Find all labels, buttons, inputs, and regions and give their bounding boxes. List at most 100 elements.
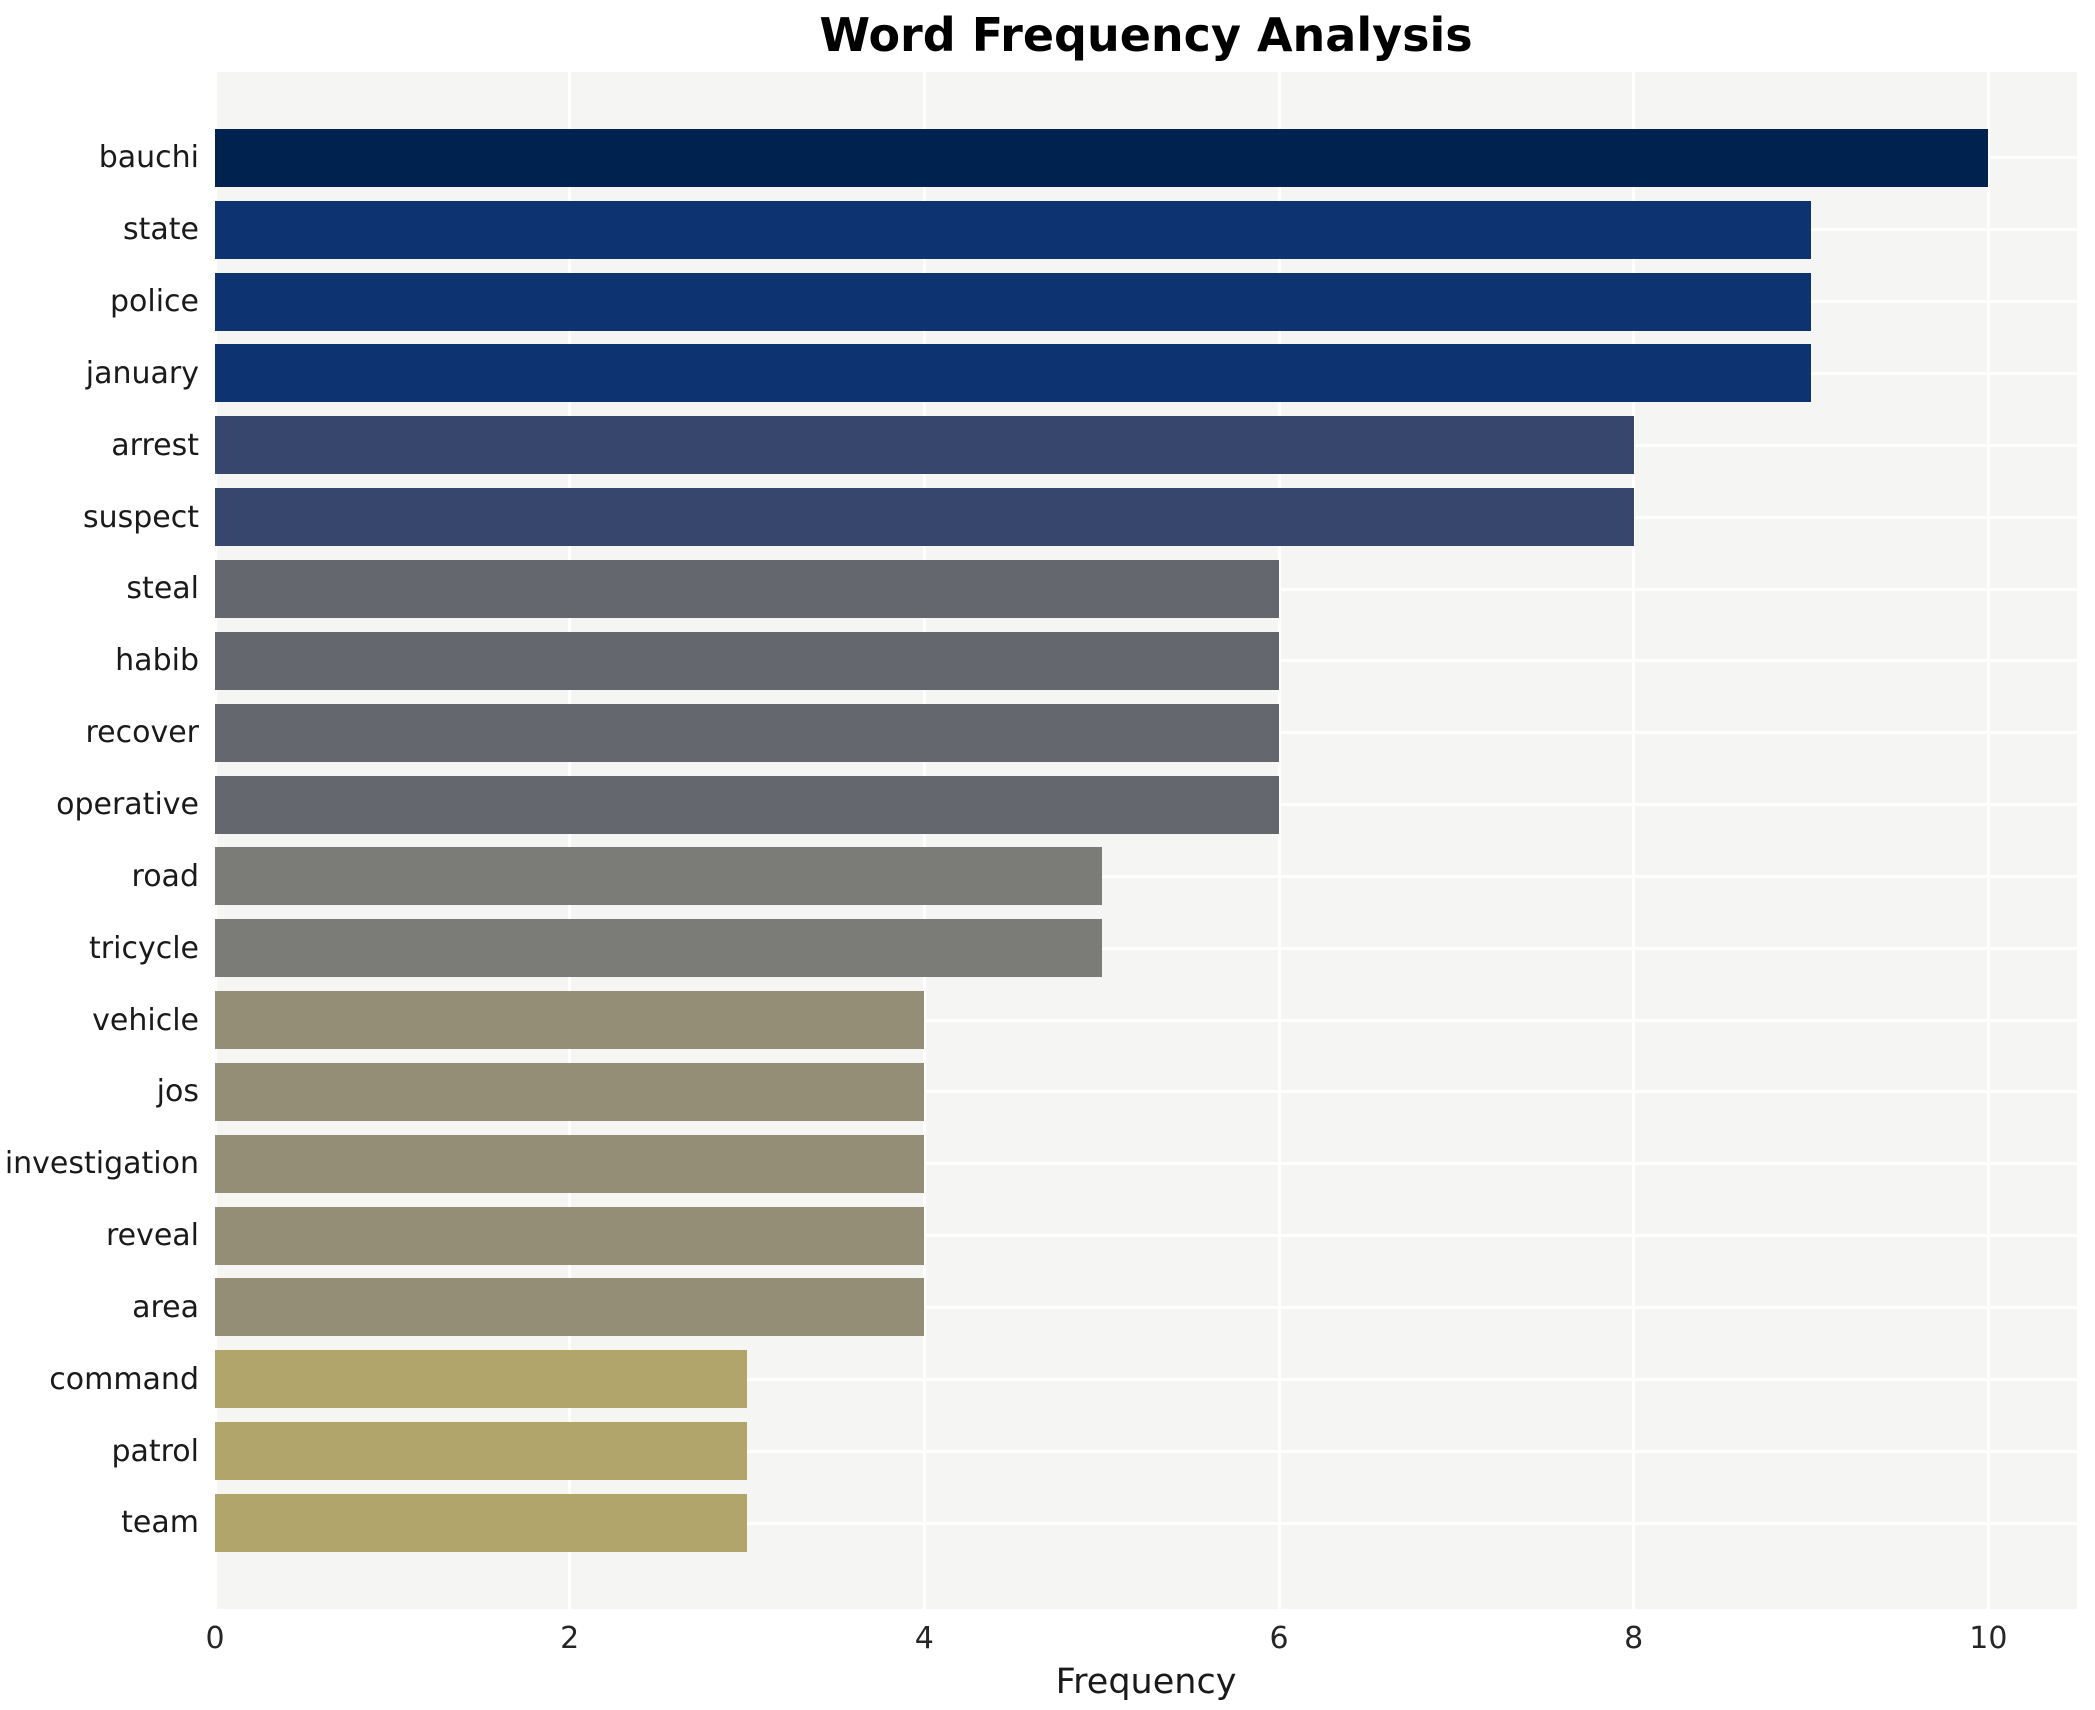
x-axis-label: Frequency xyxy=(1055,1662,1237,1702)
bar-row: area xyxy=(0,1272,2095,1344)
x-gridline xyxy=(1986,72,1990,1609)
bar-row: command xyxy=(0,1343,2095,1415)
y-tick-label-command: command xyxy=(49,1361,199,1397)
y-tick-label-suspect: suspect xyxy=(82,499,199,535)
bar-track xyxy=(215,1200,2077,1272)
y-tick-label-investigation: investigation xyxy=(4,1146,199,1182)
bar-track xyxy=(215,984,2077,1056)
bar-reveal xyxy=(215,1206,925,1265)
x-tick-label: 2 xyxy=(560,1621,580,1656)
y-gridline xyxy=(215,1234,2077,1238)
y-gridline xyxy=(215,1018,2077,1022)
x-gridline xyxy=(922,72,926,1609)
bar-state xyxy=(215,200,1811,259)
x-gridline xyxy=(215,72,217,1609)
bar-row: police xyxy=(0,266,2095,338)
x-gridline xyxy=(568,72,572,1609)
y-tick-label-area: area xyxy=(132,1289,199,1325)
bar-track xyxy=(215,1343,2077,1415)
y-tick-label-bauchi: bauchi xyxy=(98,140,199,176)
bar-operative xyxy=(215,775,1279,834)
bar-arrest xyxy=(215,416,1634,475)
bar-bauchi xyxy=(215,128,1989,187)
bar-jos xyxy=(215,1062,925,1121)
bar-row: state xyxy=(0,194,2095,266)
x-tick-label: 6 xyxy=(1269,1621,1289,1656)
bar-row: recover xyxy=(0,697,2095,769)
bar-row: patrol xyxy=(0,1415,2095,1487)
bar-vehicle xyxy=(215,991,925,1050)
bar-habib xyxy=(215,631,1279,690)
bar-row: operative xyxy=(0,769,2095,841)
y-gridline xyxy=(215,1449,2077,1453)
bar-row: investigation xyxy=(0,1128,2095,1200)
bar-row: team xyxy=(0,1487,2095,1559)
bar-track xyxy=(215,1056,2077,1128)
bar-team xyxy=(215,1493,747,1552)
bar-police xyxy=(215,272,1811,331)
bar-investigation xyxy=(215,1134,925,1193)
y-tick-label-operative: operative xyxy=(56,787,199,823)
bar-track xyxy=(215,1272,2077,1344)
bar-row: jos xyxy=(0,1056,2095,1128)
bar-command xyxy=(215,1350,747,1409)
bar-row: steal xyxy=(0,553,2095,625)
y-tick-label-team: team xyxy=(121,1505,199,1541)
bar-row: vehicle xyxy=(0,984,2095,1056)
bar-patrol xyxy=(215,1422,747,1481)
y-tick-label-tricycle: tricycle xyxy=(89,930,199,966)
bar-track xyxy=(215,266,2077,338)
y-tick-label-state: state xyxy=(123,212,199,248)
y-tick-label-road: road xyxy=(131,858,199,894)
bar-track xyxy=(215,1487,2077,1559)
y-tick-label-steal: steal xyxy=(126,571,199,607)
bar-track xyxy=(215,553,2077,625)
bar-suspect xyxy=(215,488,1634,547)
y-gridline xyxy=(215,1521,2077,1525)
x-tick-label: 4 xyxy=(914,1621,934,1656)
bar-track xyxy=(215,625,2077,697)
bar-rows: bauchi state police january arrest suspect ste… xyxy=(0,72,2095,1609)
x-tick-label: 8 xyxy=(1624,1621,1644,1656)
bar-track xyxy=(215,1415,2077,1487)
bar-track xyxy=(215,912,2077,984)
bar-road xyxy=(215,847,1102,906)
bar-row: bauchi xyxy=(0,122,2095,194)
x-gridline xyxy=(1277,72,1281,1609)
bar-row: reveal xyxy=(0,1200,2095,1272)
x-gridline xyxy=(1632,72,1636,1609)
bar-row: tricycle xyxy=(0,912,2095,984)
y-tick-label-patrol: patrol xyxy=(111,1433,199,1469)
bar-row: habib xyxy=(0,625,2095,697)
x-axis-ticks: 0 2 4 6 8 10 xyxy=(0,1621,2095,1661)
y-tick-label-january: january xyxy=(85,355,199,391)
y-tick-label-arrest: arrest xyxy=(111,427,199,463)
chart-title: Word Frequency Analysis xyxy=(819,8,1473,62)
y-tick-label-vehicle: vehicle xyxy=(92,1002,199,1038)
y-gridline xyxy=(215,1306,2077,1310)
bar-recover xyxy=(215,703,1279,762)
bar-track xyxy=(215,338,2077,410)
bar-track xyxy=(215,840,2077,912)
bar-track xyxy=(215,409,2077,481)
y-tick-label-jos: jos xyxy=(156,1074,199,1110)
y-tick-label-reveal: reveal xyxy=(105,1218,199,1254)
y-gridline xyxy=(215,946,2077,950)
y-gridline xyxy=(215,1162,2077,1166)
bar-track xyxy=(215,481,2077,553)
bar-track xyxy=(215,697,2077,769)
y-tick-label-recover: recover xyxy=(85,715,199,751)
x-tick-label: 10 xyxy=(1969,1621,2008,1656)
y-gridline xyxy=(215,874,2077,878)
y-gridline xyxy=(215,1377,2077,1381)
bar-january xyxy=(215,344,1811,403)
y-tick-label-habib: habib xyxy=(115,643,199,679)
bar-row: road xyxy=(0,840,2095,912)
bar-track xyxy=(215,1128,2077,1200)
bar-track xyxy=(215,769,2077,841)
bar-row: arrest xyxy=(0,409,2095,481)
bar-row: suspect xyxy=(0,481,2095,553)
bar-track xyxy=(215,122,2077,194)
bar-steal xyxy=(215,559,1279,618)
